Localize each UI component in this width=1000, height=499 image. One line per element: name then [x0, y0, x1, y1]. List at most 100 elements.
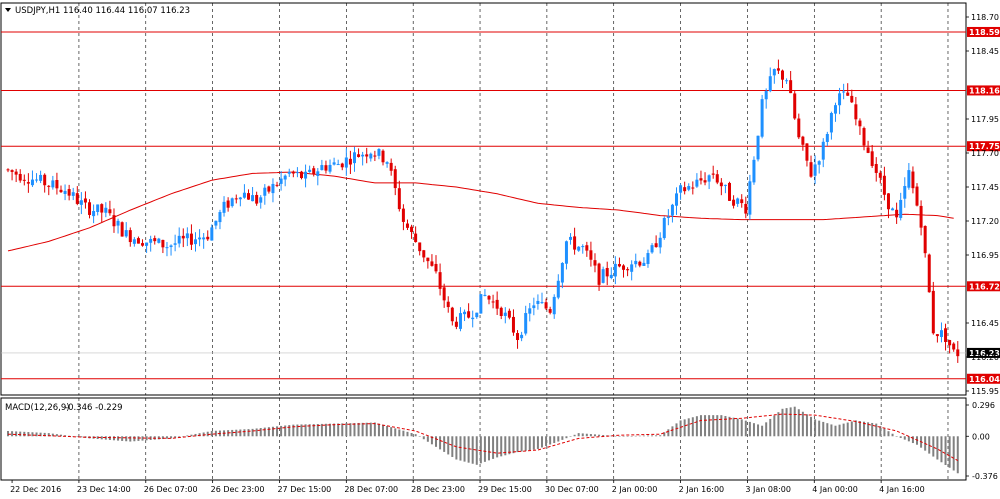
macd-histogram: [7, 406, 959, 474]
time-tick-label: 4 Jan 00:00: [812, 485, 858, 494]
current-price-tag: [967, 347, 1000, 358]
macd-bar: [267, 427, 270, 437]
candle-body: [324, 165, 328, 171]
macd-bar: [402, 430, 405, 437]
candle-body: [308, 169, 312, 172]
candle-body: [573, 236, 577, 250]
macd-signal-path: [7, 413, 959, 462]
candle-body: [569, 236, 573, 240]
candle-body: [112, 215, 116, 227]
candle-body: [854, 104, 858, 120]
macd-bar: [948, 436, 951, 468]
candle-body: [915, 186, 919, 206]
time-axis: 22 Dec 2016 23 Dec 14:00 26 Dec 07:00 26 De…: [10, 480, 925, 494]
candle-body: [471, 317, 475, 320]
macd-bar: [251, 428, 254, 437]
time-tick-label: 29 Dec 15:00: [478, 485, 532, 494]
macd-bar: [565, 436, 568, 439]
candle-body: [426, 257, 430, 262]
macd-bar: [773, 415, 776, 437]
candle-body: [55, 179, 59, 189]
candle-body: [838, 93, 842, 106]
candle-body: [952, 343, 956, 350]
candle-body: [768, 76, 772, 92]
macd-tick-label: 0.296: [972, 401, 995, 410]
macd-bar: [190, 434, 193, 437]
price-axis[interactable]: 118.70 118.45 117.95 117.70 117.45 117.20 116.…: [966, 13, 999, 396]
candle-body: [373, 155, 377, 157]
macd-bar: [11, 431, 14, 437]
candle-body: [320, 165, 324, 171]
candle-body: [516, 333, 520, 341]
macd-bar: [406, 431, 409, 437]
candle-body: [442, 287, 446, 301]
triangle-down-icon[interactable]: [5, 8, 11, 12]
macd-bar: [451, 436, 454, 457]
candle-body: [210, 227, 214, 241]
macd-bar: [373, 422, 376, 437]
candle-body: [622, 265, 626, 270]
macd-bar: [214, 430, 217, 437]
macd-bar: [27, 432, 30, 437]
macd-bar: [675, 423, 678, 437]
candle-body: [255, 194, 259, 204]
macd-bar: [695, 416, 698, 437]
level-tag: [967, 373, 1000, 384]
candle-body: [638, 261, 642, 266]
macd-bar: [687, 418, 690, 437]
horizontal-levels[interactable]: 118.59 118.16 117.75 116.72 116.04 116.23: [1, 26, 1000, 384]
candle-body: [870, 151, 874, 166]
macd-bar: [667, 429, 670, 437]
macd-bar: [610, 435, 613, 437]
macd-bar: [810, 416, 813, 437]
candle-body: [71, 192, 75, 196]
macd-bar: [940, 436, 943, 463]
candle-body: [430, 261, 434, 266]
macd-bar: [634, 435, 637, 437]
macd-bar: [553, 436, 556, 444]
candle-body: [299, 171, 303, 179]
candle-body: [899, 199, 903, 218]
candle-body: [238, 197, 242, 200]
macd-bar: [255, 428, 258, 437]
macd-bar: [292, 424, 295, 437]
macd-title: MACD(12,26,9): [5, 403, 70, 413]
macd-bar: [47, 433, 50, 437]
macd-bar: [504, 436, 507, 456]
candle-body: [821, 141, 825, 160]
macd-bar: [598, 434, 601, 437]
macd-bar: [263, 427, 266, 437]
macd-bar: [561, 436, 564, 440]
price-pane[interactable]: [0, 2, 967, 396]
candle-body: [263, 187, 267, 196]
macd-bar: [797, 409, 800, 437]
macd-bar: [121, 436, 124, 441]
candle-body: [617, 264, 621, 267]
macd-pane[interactable]: [0, 397, 967, 481]
macd-bar: [728, 416, 731, 437]
macd-bar: [769, 418, 772, 437]
macd-bar: [932, 436, 935, 457]
candle-body: [805, 143, 809, 161]
candle-body: [173, 243, 177, 245]
candle-body: [352, 152, 356, 164]
candle-body: [145, 242, 149, 246]
candle-body: [405, 223, 409, 228]
time-tick-label: 30 Dec 07:00: [545, 485, 599, 494]
candle-body: [344, 157, 348, 168]
level-tag: [967, 141, 1000, 152]
macd-bar: [108, 436, 111, 440]
macd-bar: [838, 424, 841, 437]
macd-bar: [826, 423, 829, 437]
candle-body: [560, 263, 564, 283]
candle-body: [797, 118, 801, 138]
time-tick-label: 2 Jan 16:00: [679, 485, 725, 494]
time-tick-label: 4 Jan 16:00: [879, 485, 925, 494]
macd-bar: [704, 415, 707, 437]
macd-bar: [757, 424, 760, 437]
candle-body: [96, 204, 100, 212]
macd-bar: [801, 411, 804, 437]
macd-bar: [235, 429, 238, 437]
candle-body: [919, 205, 923, 228]
